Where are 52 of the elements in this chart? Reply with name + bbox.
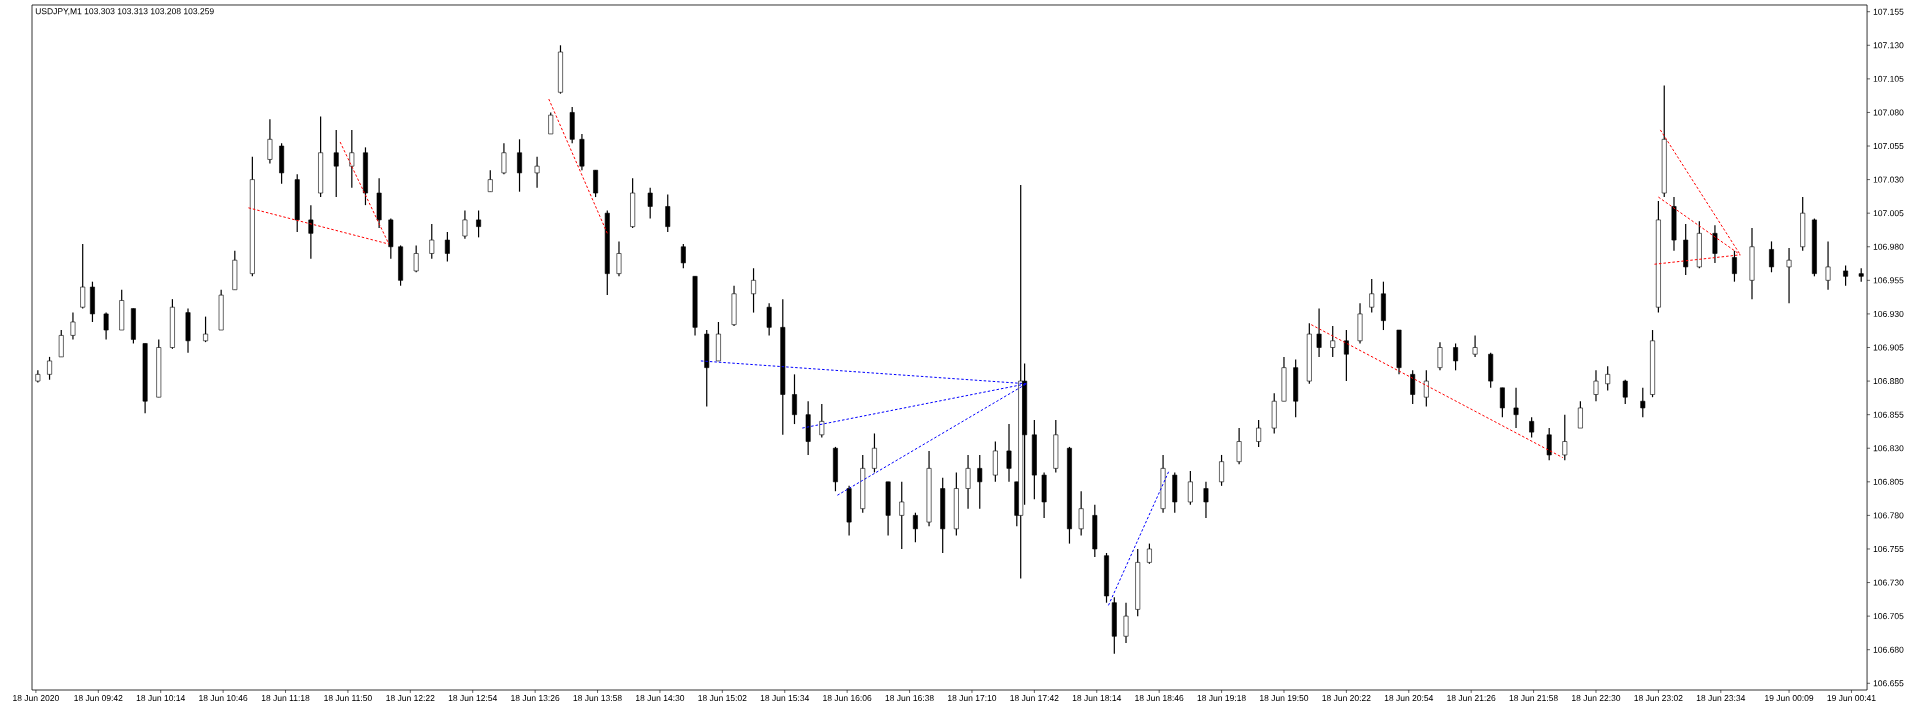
y-tick-label: 106.980: [1873, 243, 1904, 250]
y-tick-label: 107.155: [1873, 8, 1904, 15]
y-tick-label: 106.680: [1873, 646, 1904, 653]
y-tick-label: 107.030: [1873, 176, 1904, 183]
y-tick-label: 107.080: [1873, 109, 1904, 116]
y-tick-label: 106.955: [1873, 277, 1904, 284]
x-tick-label: 18 Jun 09:42: [74, 695, 123, 702]
y-tick-label: 106.780: [1873, 512, 1904, 519]
x-tick-label: 18 Jun 19:18: [1197, 695, 1246, 702]
x-tick-label: 18 Jun 11:50: [324, 695, 372, 702]
x-tick-label: 18 Jun 2020: [13, 695, 59, 702]
y-tick-label: 106.855: [1873, 411, 1904, 418]
y-tick-label: 107.005: [1873, 210, 1904, 217]
x-tick-label: 18 Jun 18:46: [1135, 695, 1184, 702]
y-tick-label: 107.055: [1873, 143, 1904, 150]
x-tick-label: 18 Jun 23:02: [1634, 695, 1683, 702]
x-tick-label: 18 Jun 21:58: [1509, 695, 1558, 702]
x-tick-label: 18 Jun 22:30: [1572, 695, 1621, 702]
y-tick-label: 106.880: [1873, 378, 1904, 385]
y-tick-label: 106.655: [1873, 680, 1904, 687]
x-tick-label: 19 Jun 00:09: [1765, 695, 1814, 702]
x-tick-label: 18 Jun 20:22: [1322, 695, 1371, 702]
x-tick-label: 18 Jun 16:06: [823, 695, 872, 702]
x-tick-label: 18 Jun 11:18: [261, 695, 310, 702]
y-tick-label: 106.905: [1873, 344, 1904, 351]
x-tick-label: 18 Jun 13:58: [573, 695, 622, 702]
y-tick-label: 107.105: [1873, 75, 1904, 82]
x-tick-label: 18 Jun 15:02: [698, 695, 747, 702]
y-tick-label: 106.705: [1873, 613, 1904, 620]
x-tick-label: 18 Jun 14:30: [636, 695, 685, 702]
x-tick-label: 18 Jun 10:14: [136, 695, 186, 702]
y-tick-label: 106.730: [1873, 579, 1904, 586]
x-tick-label: 18 Jun 12:54: [448, 695, 498, 702]
x-tick-label: 18 Jun 16:38: [885, 695, 934, 702]
x-tick-label: 18 Jun 23:34: [1696, 695, 1746, 702]
y-tick-label: 106.830: [1873, 445, 1904, 452]
x-tick-label: 18 Jun 15:34: [760, 695, 810, 702]
x-tick-label: 18 Jun 12:22: [386, 695, 435, 702]
x-tick-label: 18 Jun 17:10: [948, 695, 997, 702]
y-tick-label: 106.930: [1873, 310, 1904, 317]
x-tick-label: 18 Jun 19:50: [1260, 695, 1309, 702]
y-tick-label: 107.130: [1873, 42, 1904, 49]
y-tick-label: 106.755: [1873, 545, 1904, 552]
y-tick-label: 106.805: [1873, 478, 1904, 485]
x-tick-label: 19 Jun 00:41: [1827, 695, 1876, 702]
x-tick-label: 18 Jun 10:46: [199, 695, 248, 702]
chart-title: USDJPY,M1 103.303 103.313 103.208 103.259: [35, 8, 214, 16]
x-tick-label: 18 Jun 13:26: [511, 695, 560, 702]
x-tick-label: 18 Jun 18:14: [1072, 695, 1122, 702]
x-tick-label: 18 Jun 20:54: [1384, 695, 1434, 702]
x-tick-label: 18 Jun 21:26: [1447, 695, 1496, 702]
x-tick-label: 18 Jun 17:42: [1010, 695, 1059, 702]
